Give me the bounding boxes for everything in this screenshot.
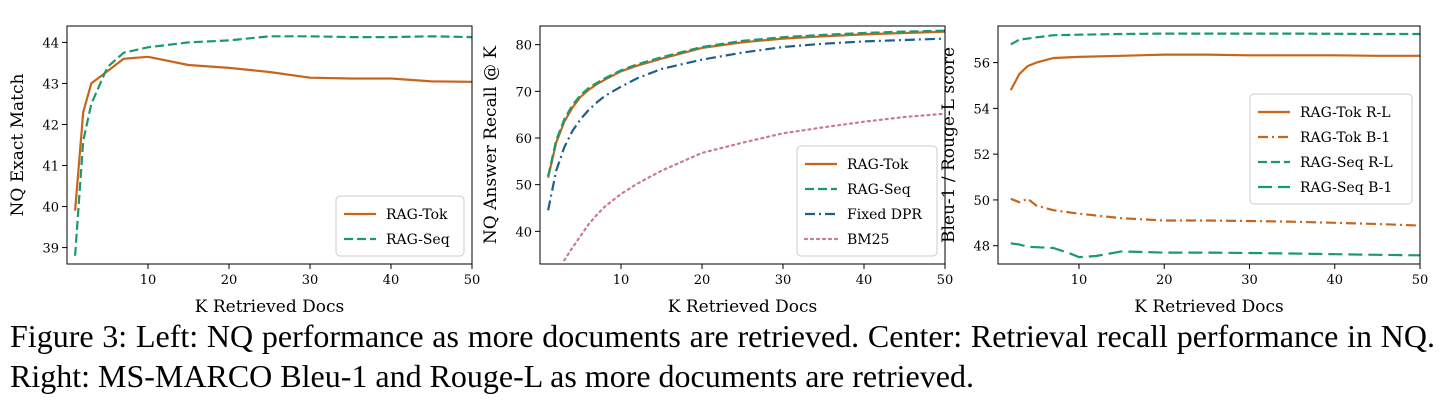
- y-tick-label: 52: [973, 148, 990, 163]
- x-tick-label: 40: [383, 273, 400, 288]
- legend-box: [335, 195, 465, 257]
- series-line-bm25: [563, 112, 945, 262]
- y-tick-label: 56: [973, 57, 990, 72]
- x-tick-label: 30: [302, 273, 319, 288]
- legend-label: BM25: [847, 232, 889, 248]
- x-tick-label: 10: [140, 273, 157, 288]
- legend-box: [1249, 93, 1413, 205]
- chart-panel-1: 10 20 30 40 50 39 40 41 42 43 44 K Retrieved Docs NQ…: [8, 25, 481, 317]
- y-tick-label: 40: [515, 225, 532, 240]
- series-line-rag-tok-b-1: [1010, 197, 1420, 227]
- legend-label: RAG-Tok: [847, 157, 909, 173]
- y-tick-label: 54: [973, 102, 990, 117]
- chart-panel-3: 10 20 30 40 50 48 50 52 54 56 K Retrieved Docs Bleu…: [939, 25, 1429, 317]
- legend-label: RAG-Tok B-1: [1300, 130, 1390, 146]
- x-tick-label: 40: [856, 273, 873, 288]
- series-line-rag-seq-r-l: [1010, 32, 1420, 46]
- x-axis-label: K Retrieved Docs: [195, 297, 344, 317]
- y-tick-label: 40: [42, 201, 59, 216]
- legend: RAG-Tok RAG-Seq Fixed DPR BM25: [796, 145, 938, 257]
- x-tick-label: 30: [1241, 273, 1258, 288]
- y-tick-label: 42: [42, 118, 59, 133]
- plot-frame: [997, 25, 1421, 265]
- x-tick-label: 20: [221, 273, 238, 288]
- plot-frame: [539, 25, 946, 265]
- series-line-rag-tok: [547, 30, 945, 178]
- plot-frame: [66, 25, 473, 265]
- y-tick-label: 44: [42, 36, 59, 51]
- figure-charts: 10 20 30 40 50 39 40 41 42 43 44 K Retrieved Docs NQ…: [8, 25, 1429, 317]
- x-tick-label: 50: [1412, 273, 1429, 288]
- x-tick-label: 20: [694, 273, 711, 288]
- legend: RAG-Tok RAG-Seq: [335, 195, 465, 257]
- y-tick-label: 80: [515, 39, 532, 54]
- x-tick-label: 50: [937, 273, 954, 288]
- y-tick-label: 48: [973, 240, 990, 255]
- y-tick-label: 70: [515, 85, 532, 100]
- y-tick-label: 43: [42, 77, 59, 92]
- series-line-rag-seq: [74, 35, 472, 256]
- x-tick-label: 50: [464, 273, 481, 288]
- legend-label: Fixed DPR: [847, 207, 922, 223]
- y-axis-label: Bleu-1 / Rouge-L score: [939, 47, 959, 243]
- x-tick-label: 20: [1156, 273, 1173, 288]
- x-axis-label: K Retrieved Docs: [668, 297, 817, 317]
- series-line-rag-tok-r-l: [1009, 53, 1420, 91]
- x-tick-label: 30: [775, 273, 792, 288]
- y-tick-label: 50: [515, 179, 532, 194]
- legend: RAG-Tok R-L RAG-Tok B-1 RAG-Seq R-L RAG-Seq…: [1249, 93, 1413, 205]
- x-tick-label: 40: [1326, 273, 1343, 288]
- series-line-fixed-dpr: [547, 37, 945, 211]
- x-tick-label: 10: [613, 273, 630, 288]
- y-axis-label: NQ Exact Match: [8, 73, 28, 216]
- legend-label: RAG-Seq B-1: [1300, 180, 1392, 196]
- legend-label: RAG-Tok: [386, 207, 448, 223]
- legend-label: RAG-Seq R-L: [1300, 155, 1393, 171]
- legend-box: [796, 145, 938, 257]
- legend-label: RAG-Seq: [386, 232, 450, 248]
- series-line-rag-seq-b-1: [1010, 242, 1420, 259]
- y-tick-label: 41: [42, 160, 59, 175]
- x-tick-label: 10: [1071, 273, 1088, 288]
- y-tick-label: 39: [42, 242, 59, 257]
- series-line-rag-seq: [547, 29, 945, 177]
- legend-label: RAG-Seq: [847, 182, 911, 198]
- x-axis-label: K Retrieved Docs: [1134, 297, 1283, 317]
- y-tick-label: 60: [515, 132, 532, 147]
- chart-panel-2: 10 20 30 40 50 40 50 60 70 80 K Retrieved Docs NQ A…: [481, 25, 954, 317]
- y-tick-label: 50: [973, 194, 990, 209]
- series-line-rag-tok: [74, 55, 472, 211]
- figure-caption: Figure 3: Left: NQ performance as more d…: [10, 318, 1435, 394]
- legend-label: RAG-Tok R-L: [1300, 105, 1391, 121]
- y-axis-label: NQ Answer Recall @ K: [481, 46, 501, 245]
